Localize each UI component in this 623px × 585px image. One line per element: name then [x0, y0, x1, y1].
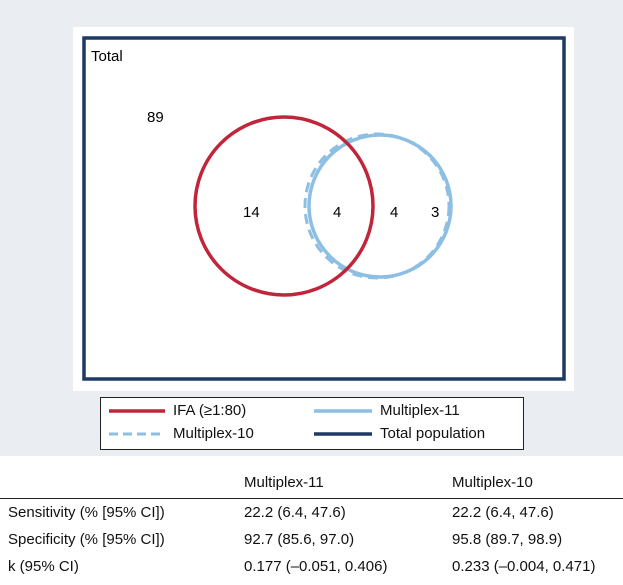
ifa-and-m11-in-m10-count: 4 — [333, 204, 341, 221]
ifa-only-count: 14 — [243, 204, 260, 221]
multiplex10-circle — [303, 132, 451, 280]
outside-count: 89 — [147, 109, 164, 126]
legend-item-total-population: Total population — [314, 425, 485, 442]
venn-plot-area: Total 89 14 4 4 3 — [73, 27, 574, 391]
legend-item-ifa: IFA (≥1:80) — [109, 402, 246, 419]
table-row: k (95% CI) 0.177 (–0.051, 0.406) 0.233 (… — [0, 553, 623, 580]
stats-header-multiplex10: Multiplex-10 — [444, 466, 623, 499]
figure-panel: Total 89 14 4 4 3 IFA (≥1:80) Multiplex-… — [0, 0, 623, 456]
legend-item-multiplex11: Multiplex-11 — [314, 402, 460, 419]
legend-label-total-population: Total population — [380, 425, 486, 442]
stats-table: Multiplex-11 Multiplex-10 Sensitivity (%… — [0, 466, 623, 580]
legend-swatch-total-population — [314, 431, 372, 436]
m11-only-inner-count: 4 — [390, 204, 398, 221]
kappa-multiplex10: 0.233 (–0.004, 0.471) — [452, 558, 596, 575]
multiplex11-circle — [307, 133, 453, 279]
m11-only-outer-count: 3 — [431, 204, 439, 221]
sensitivity-multiplex11: 22.2 (6.4, 47.6) — [244, 504, 346, 521]
specificity-multiplex11: 92.7 (85.6, 97.0) — [244, 531, 355, 548]
stats-header-row: Multiplex-11 Multiplex-10 — [0, 466, 623, 499]
specificity-multiplex10: 95.8 (89.7, 98.9) — [452, 531, 563, 548]
legend-item-multiplex10: Multiplex-10 — [109, 425, 254, 442]
table-row: Specificity (% [95% CI]) 92.7 (85.6, 97.… — [0, 526, 623, 553]
row-label-sensitivity: Sensitivity (% [95% CI]) — [8, 504, 165, 521]
total-label: Total — [91, 48, 123, 65]
table-row: Sensitivity (% [95% CI]) 22.2 (6.4, 47.6… — [0, 499, 623, 527]
legend-label-multiplex11: Multiplex-11 — [380, 402, 460, 419]
sensitivity-multiplex10: 22.2 (6.4, 47.6) — [452, 504, 554, 521]
legend-swatch-multiplex11 — [314, 408, 372, 413]
legend-label-ifa: IFA (≥1:80) — [173, 402, 247, 419]
legend-swatch-multiplex10 — [109, 432, 165, 435]
stats-header-multiplex11: Multiplex-11 — [236, 466, 444, 499]
kappa-multiplex11: 0.177 (–0.051, 0.406) — [244, 558, 388, 575]
legend-label-multiplex10: Multiplex-10 — [173, 425, 254, 442]
row-label-specificity: Specificity (% [95% CI]) — [8, 531, 165, 548]
row-label-kappa: k (95% CI) — [8, 558, 79, 575]
ifa-circle — [193, 115, 375, 297]
legend-swatch-ifa — [109, 408, 165, 413]
stats-header-empty — [0, 466, 236, 499]
legend: IFA (≥1:80) Multiplex-11 Multiplex-10 To… — [100, 397, 524, 450]
total-population-box — [82, 36, 566, 381]
venn-diagram: Total 89 14 4 4 3 — [82, 36, 566, 381]
